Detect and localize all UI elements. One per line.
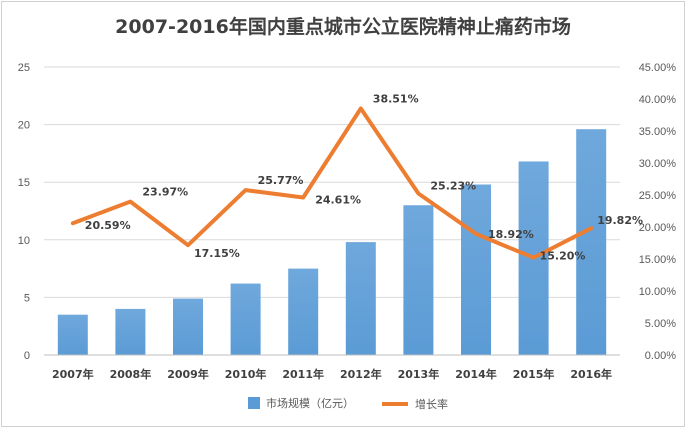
x-tick-label: 2010年	[225, 367, 267, 381]
growth-line	[70, 106, 594, 260]
line-data-label: 20.59%	[85, 219, 131, 232]
right-tick-label: 30.00%	[639, 158, 677, 170]
bar	[403, 205, 434, 355]
right-tick-label: 10.00%	[639, 286, 677, 298]
bar	[461, 184, 491, 355]
line-data-label: 19.82%	[597, 214, 643, 227]
x-tick-label: 2016年	[570, 367, 612, 381]
x-tick-label: 2008年	[110, 367, 152, 381]
right-tick-label: 15.00%	[639, 254, 677, 266]
x-tick-label: 2009年	[167, 367, 209, 381]
bar	[576, 129, 607, 355]
line-data-label: 25.77%	[258, 174, 304, 187]
bar	[173, 298, 203, 355]
legend-label-bar: 市场规模（亿元）	[266, 396, 354, 410]
line-data-label: 38.51%	[373, 93, 419, 106]
left-tick-label: 20	[18, 120, 30, 132]
x-tick-label: 2007年	[52, 367, 94, 381]
line-data-label: 15.20%	[540, 250, 586, 263]
left-axis-ticks: 0 5 10 15 20 25	[18, 62, 30, 362]
line-data-labels: 20.59% 23.97% 17.15% 25.77% 24.61% 38.51% 25.2…	[85, 93, 643, 263]
line-data-label: 23.97%	[142, 186, 188, 199]
legend-swatch-bar	[248, 397, 260, 409]
legend: 市场规模（亿元） 增长率	[248, 396, 448, 411]
left-tick-label: 0	[24, 350, 30, 362]
x-tick-label: 2013年	[398, 367, 440, 381]
chart-title: 2007-2016年国内重点城市公立医院精神止痛药市场	[115, 16, 571, 38]
left-tick-label: 10	[18, 235, 30, 247]
right-tick-label: 5.00%	[645, 318, 676, 330]
right-tick-label: 0.00%	[645, 350, 676, 362]
bar	[345, 242, 376, 355]
legend-label-line: 增长率	[415, 397, 448, 411]
right-tick-label: 40.00%	[639, 94, 677, 106]
line-data-label: 18.92%	[488, 228, 534, 241]
line-series	[70, 106, 594, 260]
x-axis-ticks: 2007年 2008年 2009年 2010年 2011年 2012年 2013年 2014年…	[52, 367, 612, 381]
bar	[57, 314, 88, 355]
left-tick-label: 15	[18, 177, 30, 189]
right-tick-label: 20.00%	[639, 222, 677, 234]
right-tick-label: 45.00%	[639, 62, 677, 74]
bar-series	[57, 129, 607, 355]
x-tick-label: 2012年	[340, 367, 382, 381]
right-tick-label: 25.00%	[639, 190, 677, 202]
left-tick-label: 5	[24, 292, 30, 304]
bar	[230, 283, 261, 355]
right-tick-label: 35.00%	[639, 126, 677, 138]
bar	[288, 268, 319, 355]
right-axis-ticks: 0.00% 5.00% 10.00% 15.00% 20.00% 25.00% 30.00%…	[639, 62, 677, 362]
x-tick-label: 2014年	[455, 367, 497, 381]
line-data-label: 25.23%	[430, 180, 476, 193]
bar	[115, 308, 146, 355]
line-data-label: 17.15%	[194, 247, 240, 260]
x-tick-label: 2015年	[513, 367, 555, 381]
x-tick-label: 2011年	[282, 367, 324, 381]
line-data-label: 24.61%	[315, 193, 361, 206]
left-tick-label: 25	[18, 62, 30, 74]
